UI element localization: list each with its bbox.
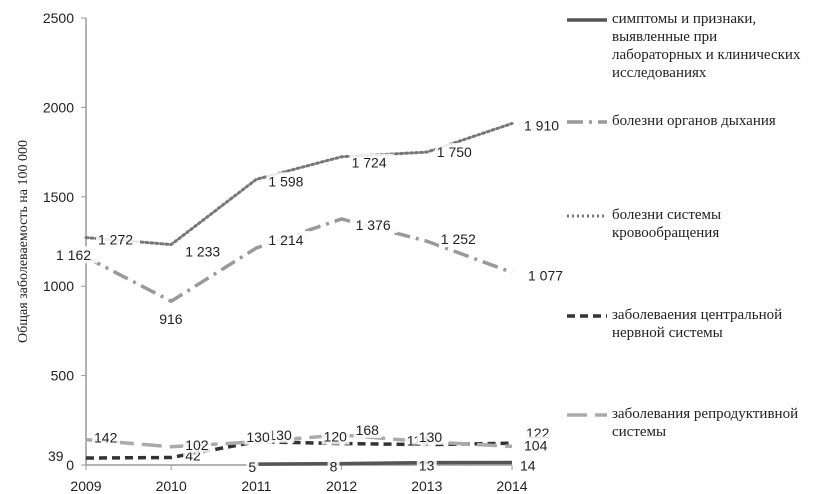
y-axis-label: Общая заболеваемость на 100 000: [16, 140, 31, 343]
y-tick-label: 2500: [43, 10, 74, 26]
data-label: 1 233: [185, 244, 220, 260]
data-label: 39: [48, 448, 64, 464]
data-labels-group: 5 8 13 14 1 162 916 1 214 1 376 1 252 1 077 1 272 1…: [46, 116, 570, 476]
data-label: 168: [356, 422, 380, 438]
y-tick-label: 0: [66, 457, 74, 473]
data-label-bg: [522, 436, 550, 454]
data-label: 1 077: [528, 267, 563, 283]
data-label: 1 252: [441, 231, 476, 247]
legend-swatch: [567, 18, 607, 22]
legend-label: заболеваения центральной нервной системы: [612, 307, 783, 341]
data-label-bg: [518, 456, 538, 474]
legend-label: заболевания репродуктивной системы: [612, 406, 799, 440]
data-label-bg: [416, 456, 437, 474]
data-label-bg: [526, 266, 570, 284]
data-label-bg: [54, 246, 98, 264]
data-label-bg: [266, 425, 295, 443]
data-label: 120: [324, 429, 348, 445]
data-label: 130: [268, 427, 292, 443]
data-label: 1 598: [268, 173, 303, 189]
data-label-bg: [266, 230, 311, 248]
legend: симптомы и признаки, выявленные при лабо…: [566, 0, 814, 494]
data-label: 14: [520, 457, 536, 473]
y-tick-label: 500: [51, 368, 75, 384]
data-label: 1 376: [356, 217, 391, 233]
data-label-bg: [246, 458, 259, 476]
data-label-bg: [327, 457, 340, 475]
data-label-bg: [46, 447, 66, 465]
legend-swatch: [567, 214, 607, 218]
x-tick-label: 2013: [411, 478, 442, 494]
data-label-bg: [157, 310, 186, 328]
data-label: 130: [419, 429, 443, 445]
legend-label: симптомы и признаки, выявленные при лабо…: [612, 11, 801, 81]
data-label: 5: [248, 459, 256, 475]
data-label-bg: [321, 427, 350, 445]
data-label-bg: [434, 143, 479, 161]
x-axis: 2009 2010 2011 2012 2013 2014: [70, 464, 528, 494]
x-tick-label: 2010: [156, 478, 187, 494]
x-tick-label: 2009: [70, 478, 101, 494]
legend-label: болезни органов дыхания: [612, 113, 776, 129]
data-label: 142: [94, 430, 118, 446]
data-label-bg: [92, 428, 120, 446]
data-label: 916: [159, 311, 183, 327]
y-tick-label: 2000: [43, 99, 74, 115]
data-label-bg: [349, 153, 394, 171]
data-label: 1 750: [437, 144, 472, 160]
data-label: 1 724: [352, 155, 387, 171]
y-axis: 0 500 1000 1500 2000 2500: [43, 10, 87, 473]
legend-swatch: [567, 120, 607, 124]
data-label-bg: [96, 230, 140, 248]
data-label-bg: [183, 242, 228, 260]
series-line-1: [256, 460, 513, 466]
y-tick-label: 1500: [43, 189, 74, 205]
data-label-bg: [353, 420, 382, 438]
data-label: 1 272: [98, 232, 133, 248]
data-label-bg: [353, 215, 398, 233]
data-label-bg: [266, 172, 311, 190]
data-label: 1 214: [268, 232, 303, 248]
x-tick-label: 2011: [241, 478, 271, 494]
data-label: 1 162: [56, 247, 91, 263]
legend-swatch: [567, 314, 607, 318]
data-label-bg: [416, 427, 445, 445]
y-tick-label: 1000: [43, 278, 74, 294]
data-label-bg: [183, 435, 212, 453]
data-label-bg: [438, 230, 483, 248]
data-label: 13: [419, 458, 435, 474]
data-label-bg: [522, 116, 566, 134]
x-tick-label: 2014: [496, 478, 527, 494]
x-tick-label: 2012: [326, 478, 357, 494]
data-label: 130: [246, 429, 270, 445]
legend-swatch: [567, 413, 607, 417]
data-label: 104: [524, 437, 548, 453]
data-label-bg: [244, 427, 273, 445]
data-label: 1 910: [524, 117, 559, 133]
legend-label: болезни системы кровообращения: [612, 207, 722, 241]
series-line-5: [85, 433, 513, 449]
data-label: 102: [185, 437, 209, 453]
data-label: 8: [330, 459, 338, 475]
